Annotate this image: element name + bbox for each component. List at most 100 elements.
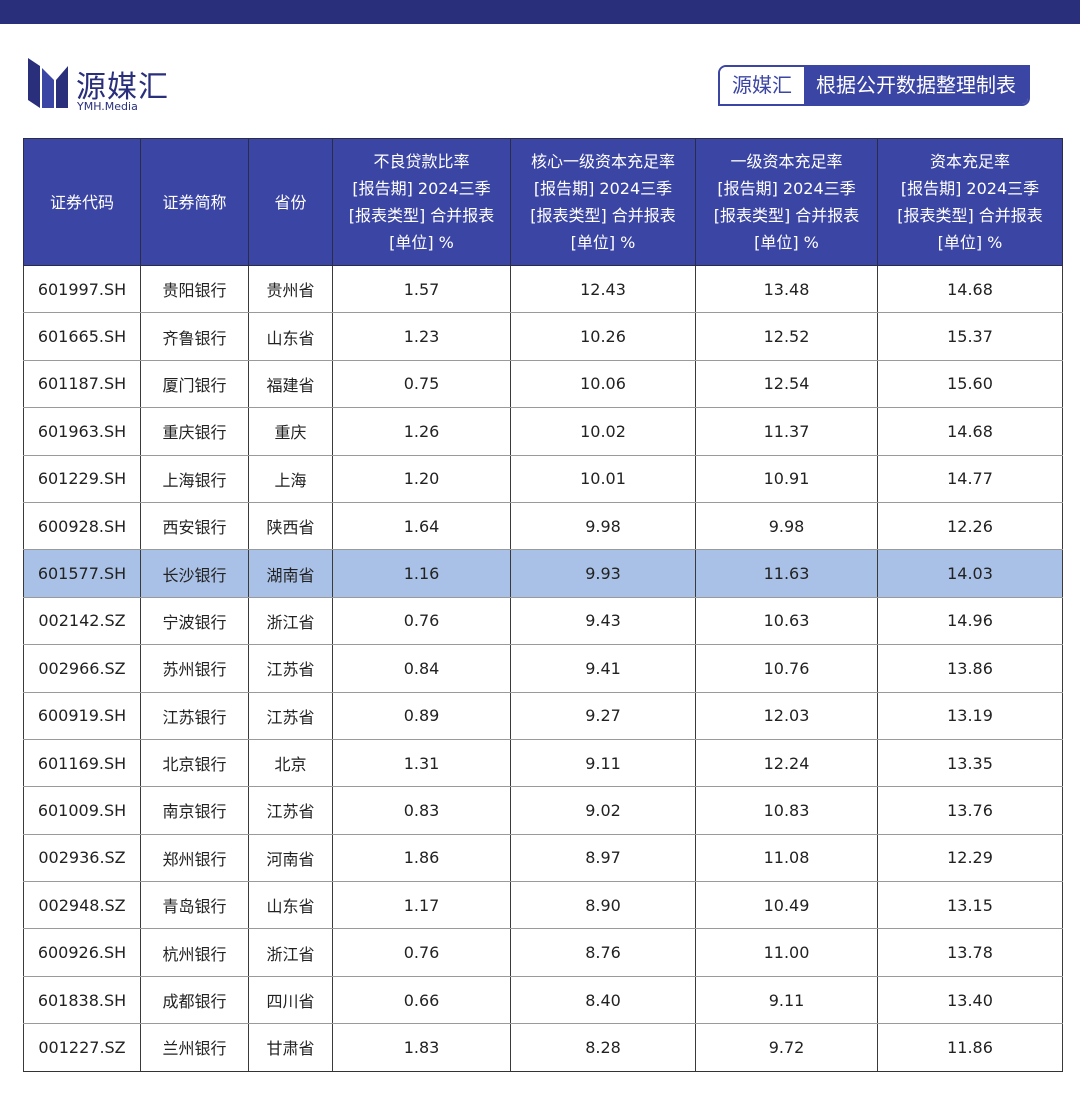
table-row: 002936.SZ 郑州银行 河南省 1.86 8.97 11.08 12.29 <box>23 833 1063 883</box>
table-row: 600928.SH 西安银行 陕西省 1.64 9.98 9.98 12.26 <box>23 501 1063 551</box>
table-cell: 10.49 <box>695 881 878 930</box>
table-cell: 0.89 <box>332 691 511 740</box>
column-header: 证券简称 <box>140 138 249 266</box>
header-line: 省份 <box>274 192 307 212</box>
table-cell: 江苏省 <box>248 691 333 740</box>
table-cell: 甘肃省 <box>248 1023 333 1072</box>
badge-right: 根据公开数据整理制表 <box>804 67 1028 104</box>
column-header: 核心一级资本充足率 [报告期] 2024三季 [报表类型] 合并报表 [单位] % <box>510 138 696 266</box>
table-cell: 10.02 <box>510 407 696 456</box>
column-header: 资本充足率 [报告期] 2024三季 [报表类型] 合并报表 [单位] % <box>877 138 1063 266</box>
table-cell: 601997.SH <box>23 264 141 314</box>
column-header: 省份 <box>248 138 333 266</box>
table-cell: 1.16 <box>332 549 511 598</box>
table-cell: 0.75 <box>332 359 511 409</box>
table-cell: 9.43 <box>510 596 696 646</box>
badge-left: 源媒汇 <box>720 67 804 104</box>
header-line: [单位] % <box>937 233 1003 252</box>
table-cell: 14.68 <box>877 407 1063 456</box>
table-cell: 1.26 <box>332 407 511 456</box>
table-row: 002966.SZ 苏州银行 江苏省 0.84 9.41 10.76 13.86 <box>23 644 1063 693</box>
table-cell: 长沙银行 <box>140 549 249 598</box>
table-cell: 江苏省 <box>248 644 333 693</box>
table-cell: 四川省 <box>248 975 333 1025</box>
table-cell: 9.11 <box>695 975 878 1025</box>
table-cell: 1.17 <box>332 881 511 930</box>
table-cell: 601838.SH <box>23 975 141 1025</box>
table-cell: 8.90 <box>510 881 696 930</box>
header-line: [报告期] 2024三季 <box>352 179 491 198</box>
badge: 源媒汇 根据公开数据整理制表 <box>718 65 1030 106</box>
table-cell: 12.43 <box>510 264 696 314</box>
table-row: 601838.SH 成都银行 四川省 0.66 8.40 9.11 13.40 <box>23 975 1063 1025</box>
table-cell: 8.76 <box>510 928 696 977</box>
table-cell: 12.26 <box>877 501 1063 551</box>
table-cell: 15.37 <box>877 312 1063 361</box>
table-row: 600919.SH 江苏银行 江苏省 0.89 9.27 12.03 13.19 <box>23 691 1063 740</box>
table-cell: 1.20 <box>332 454 511 503</box>
table-row: 601169.SH 北京银行 北京 1.31 9.11 12.24 13.35 <box>23 738 1063 788</box>
table-cell: 9.41 <box>510 644 696 693</box>
header-line: [报表类型] 合并报表 <box>897 206 1043 225</box>
table-cell: 贵州省 <box>248 264 333 314</box>
table-cell: 15.60 <box>877 359 1063 409</box>
table-cell: 11.86 <box>877 1023 1063 1072</box>
table-cell: 1.64 <box>332 501 511 551</box>
table-cell: 601577.SH <box>23 549 141 598</box>
header-line: [报告期] 2024三季 <box>717 179 856 198</box>
table-cell: 12.54 <box>695 359 878 409</box>
table-cell: 河南省 <box>248 833 333 883</box>
table-cell: 青岛银行 <box>140 881 249 930</box>
table-cell: 0.83 <box>332 786 511 835</box>
table-cell: 11.37 <box>695 407 878 456</box>
table-cell: 1.57 <box>332 264 511 314</box>
table-cell: 北京银行 <box>140 738 249 788</box>
header-line: 不良贷款比率 <box>373 152 470 171</box>
table-cell: 601169.SH <box>23 738 141 788</box>
table-row: 601665.SH 齐鲁银行 山东省 1.23 10.26 12.52 15.37 <box>23 312 1063 361</box>
table-cell: 0.66 <box>332 975 511 1025</box>
table-cell: 14.03 <box>877 549 1063 598</box>
table-cell: 10.06 <box>510 359 696 409</box>
table-cell: 9.02 <box>510 786 696 835</box>
table-cell: 8.40 <box>510 975 696 1025</box>
table-cell: 11.08 <box>695 833 878 883</box>
table-cell: 002142.SZ <box>23 596 141 646</box>
table-cell: 11.63 <box>695 549 878 598</box>
table-cell: 14.68 <box>877 264 1063 314</box>
header-line: [报告期] 2024三季 <box>533 179 673 198</box>
header-line: [单位] % <box>754 233 819 252</box>
table-cell: 湖南省 <box>248 549 333 598</box>
table-cell: 600919.SH <box>23 691 141 740</box>
table-cell: 上海银行 <box>140 454 249 503</box>
logo-icon <box>28 58 68 108</box>
table-cell: 10.83 <box>695 786 878 835</box>
table-cell: 13.40 <box>877 975 1063 1025</box>
table-cell: 601665.SH <box>23 312 141 361</box>
table-row: 600926.SH 杭州银行 浙江省 0.76 8.76 11.00 13.78 <box>23 928 1063 977</box>
table-cell: 齐鲁银行 <box>140 312 249 361</box>
table-cell: 002948.SZ <box>23 881 141 930</box>
column-header: 一级资本充足率 [报告期] 2024三季 [报表类型] 合并报表 [单位] % <box>695 138 878 266</box>
column-header: 证券代码 <box>23 138 141 266</box>
header-row: 证券代码 证券简称 省份 不良贷款比率 [报告期] 2024三季 [报表类型] 合并报表 [… <box>23 138 1063 266</box>
table-cell: 9.72 <box>695 1023 878 1072</box>
table-row: 601577.SH 长沙银行 湖南省 1.16 9.93 11.63 14.03 <box>23 549 1063 598</box>
table-cell: 厦门银行 <box>140 359 249 409</box>
table-cell: 13.78 <box>877 928 1063 977</box>
table-cell: 1.86 <box>332 833 511 883</box>
header-line: [报表类型] 合并报表 <box>348 206 495 225</box>
table-cell: 11.00 <box>695 928 878 977</box>
table-cell: 8.28 <box>510 1023 696 1072</box>
table-cell: 14.77 <box>877 454 1063 503</box>
table-cell: 13.86 <box>877 644 1063 693</box>
header-line: 证券代码 <box>49 192 114 212</box>
table-cell: 浙江省 <box>248 928 333 977</box>
header-line: 资本充足率 <box>929 152 1010 171</box>
header-line: [单位] % <box>389 233 454 252</box>
table-cell: 12.24 <box>695 738 878 788</box>
header-line: [报表类型] 合并报表 <box>713 206 860 225</box>
table-row: 001227.SZ 兰州银行 甘肃省 1.83 8.28 9.72 11.86 <box>23 1023 1063 1072</box>
table-cell: 13.48 <box>695 264 878 314</box>
